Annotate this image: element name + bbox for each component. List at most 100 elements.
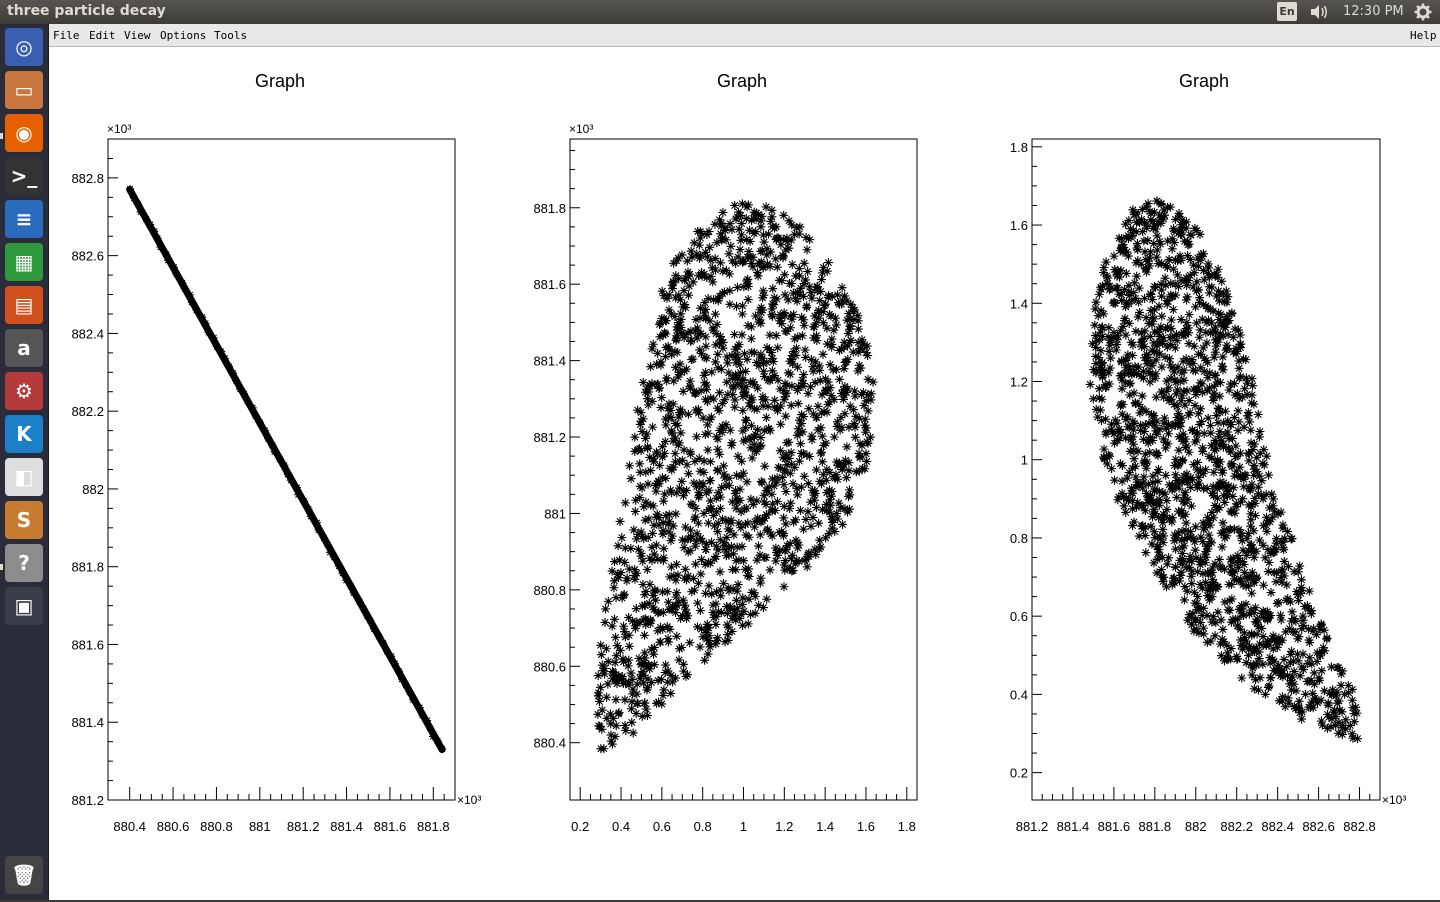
marker bbox=[731, 595, 741, 605]
marker bbox=[713, 488, 723, 498]
gear-icon[interactable] bbox=[1414, 3, 1432, 21]
marker bbox=[674, 290, 684, 300]
marker bbox=[612, 679, 622, 689]
launcher-dash-home-icon[interactable]: ◎ bbox=[5, 28, 43, 66]
marker bbox=[732, 586, 742, 596]
launcher-amazon-icon[interactable]: a bbox=[5, 329, 43, 367]
launcher-libreoffice-impress-icon[interactable]: ▤ bbox=[5, 286, 43, 324]
launcher-diagram-tool-icon[interactable]: ◧ bbox=[5, 458, 43, 496]
marker bbox=[1120, 313, 1130, 323]
marker bbox=[790, 559, 800, 569]
menu-help[interactable]: Help bbox=[1410, 29, 1437, 42]
marker bbox=[1152, 416, 1162, 426]
marker bbox=[630, 574, 640, 584]
menu-options[interactable]: Options bbox=[160, 29, 207, 42]
marker bbox=[636, 446, 646, 456]
marker bbox=[636, 408, 646, 418]
marker bbox=[1306, 702, 1315, 712]
marker bbox=[721, 235, 731, 245]
marker bbox=[716, 335, 726, 345]
launcher-kde-connect-icon[interactable]: K bbox=[5, 415, 43, 453]
marker bbox=[801, 352, 811, 362]
marker bbox=[644, 387, 654, 397]
launcher-terminal-icon[interactable]: >_ bbox=[5, 157, 43, 195]
clock[interactable]: 12:30 PM bbox=[1343, 4, 1404, 19]
marker bbox=[797, 312, 807, 322]
marker bbox=[806, 521, 816, 531]
marker bbox=[1278, 672, 1288, 682]
marker bbox=[730, 395, 740, 405]
marker bbox=[646, 500, 656, 510]
launcher-files-icon[interactable]: ▭ bbox=[5, 71, 43, 109]
root-canvas[interactable]: Graph 881.2 881.4 881.6 881.8 882 882.2 882.4 88… bbox=[50, 48, 1438, 898]
marker bbox=[1236, 531, 1246, 541]
marker bbox=[851, 467, 861, 477]
marker bbox=[1141, 463, 1151, 473]
marker bbox=[620, 498, 630, 508]
launcher-libreoffice-writer-icon[interactable]: ≡ bbox=[5, 200, 43, 238]
marker bbox=[1123, 350, 1133, 360]
marker bbox=[1210, 559, 1220, 569]
sound-icon[interactable] bbox=[1309, 3, 1329, 21]
marker bbox=[1205, 592, 1215, 602]
marker bbox=[742, 235, 752, 245]
marker bbox=[1121, 233, 1131, 243]
launcher-trash-icon[interactable]: 🗑 bbox=[5, 856, 43, 894]
marker bbox=[1109, 332, 1119, 342]
marker bbox=[683, 611, 693, 621]
launcher-firefox-icon[interactable]: ◉ bbox=[5, 114, 43, 152]
marker bbox=[1149, 504, 1159, 514]
marker bbox=[1152, 231, 1162, 241]
marker bbox=[700, 655, 710, 665]
marker bbox=[1139, 236, 1149, 246]
marker bbox=[1189, 534, 1199, 544]
marker bbox=[748, 377, 758, 387]
menu-file[interactable]: File bbox=[53, 29, 80, 42]
marker bbox=[1237, 673, 1247, 683]
launcher-libreoffice-calc-icon[interactable]: ▦ bbox=[5, 243, 43, 281]
launcher-workspace-switcher-icon[interactable]: ▣ bbox=[5, 587, 43, 625]
marker bbox=[771, 543, 781, 553]
launcher-sublime-text-icon[interactable]: S bbox=[5, 501, 43, 539]
menu-view[interactable]: View bbox=[124, 29, 151, 42]
menu-edit[interactable]: Edit bbox=[89, 29, 116, 42]
marker bbox=[812, 282, 822, 292]
marker bbox=[1313, 698, 1323, 708]
marker bbox=[703, 649, 713, 659]
marker bbox=[1161, 443, 1171, 453]
marker bbox=[613, 569, 623, 579]
marker bbox=[713, 545, 723, 555]
marker bbox=[1188, 608, 1198, 618]
marker bbox=[1239, 628, 1249, 638]
marker bbox=[1242, 378, 1252, 388]
marker bbox=[1295, 671, 1305, 681]
x-tick-label: 882.8 bbox=[1343, 819, 1376, 834]
menu-tools[interactable]: Tools bbox=[214, 29, 248, 42]
keyboard-language-indicator[interactable]: En bbox=[1277, 2, 1297, 21]
marker bbox=[834, 345, 844, 355]
marker bbox=[1161, 438, 1171, 448]
marker bbox=[142, 214, 151, 223]
system-settings-glyph: ⚙ bbox=[15, 379, 33, 403]
marker bbox=[642, 429, 652, 439]
marker bbox=[666, 413, 676, 423]
terminal-glyph: >_ bbox=[10, 164, 38, 188]
marker bbox=[1326, 722, 1336, 732]
marker bbox=[1246, 521, 1256, 531]
marker bbox=[1183, 323, 1193, 333]
launcher-help-icon[interactable]: ? bbox=[5, 544, 43, 582]
marker bbox=[736, 230, 746, 240]
marker bbox=[700, 430, 710, 440]
marker bbox=[861, 348, 871, 358]
marker bbox=[679, 445, 689, 455]
marker bbox=[732, 350, 742, 360]
marker bbox=[734, 224, 744, 234]
marker bbox=[1143, 494, 1153, 504]
marker bbox=[1099, 444, 1109, 454]
marker bbox=[1179, 386, 1189, 396]
marker bbox=[217, 347, 226, 356]
marker bbox=[629, 525, 639, 535]
launcher-system-settings-icon[interactable]: ⚙ bbox=[5, 372, 43, 410]
marker bbox=[1158, 333, 1168, 343]
marker bbox=[666, 536, 676, 546]
